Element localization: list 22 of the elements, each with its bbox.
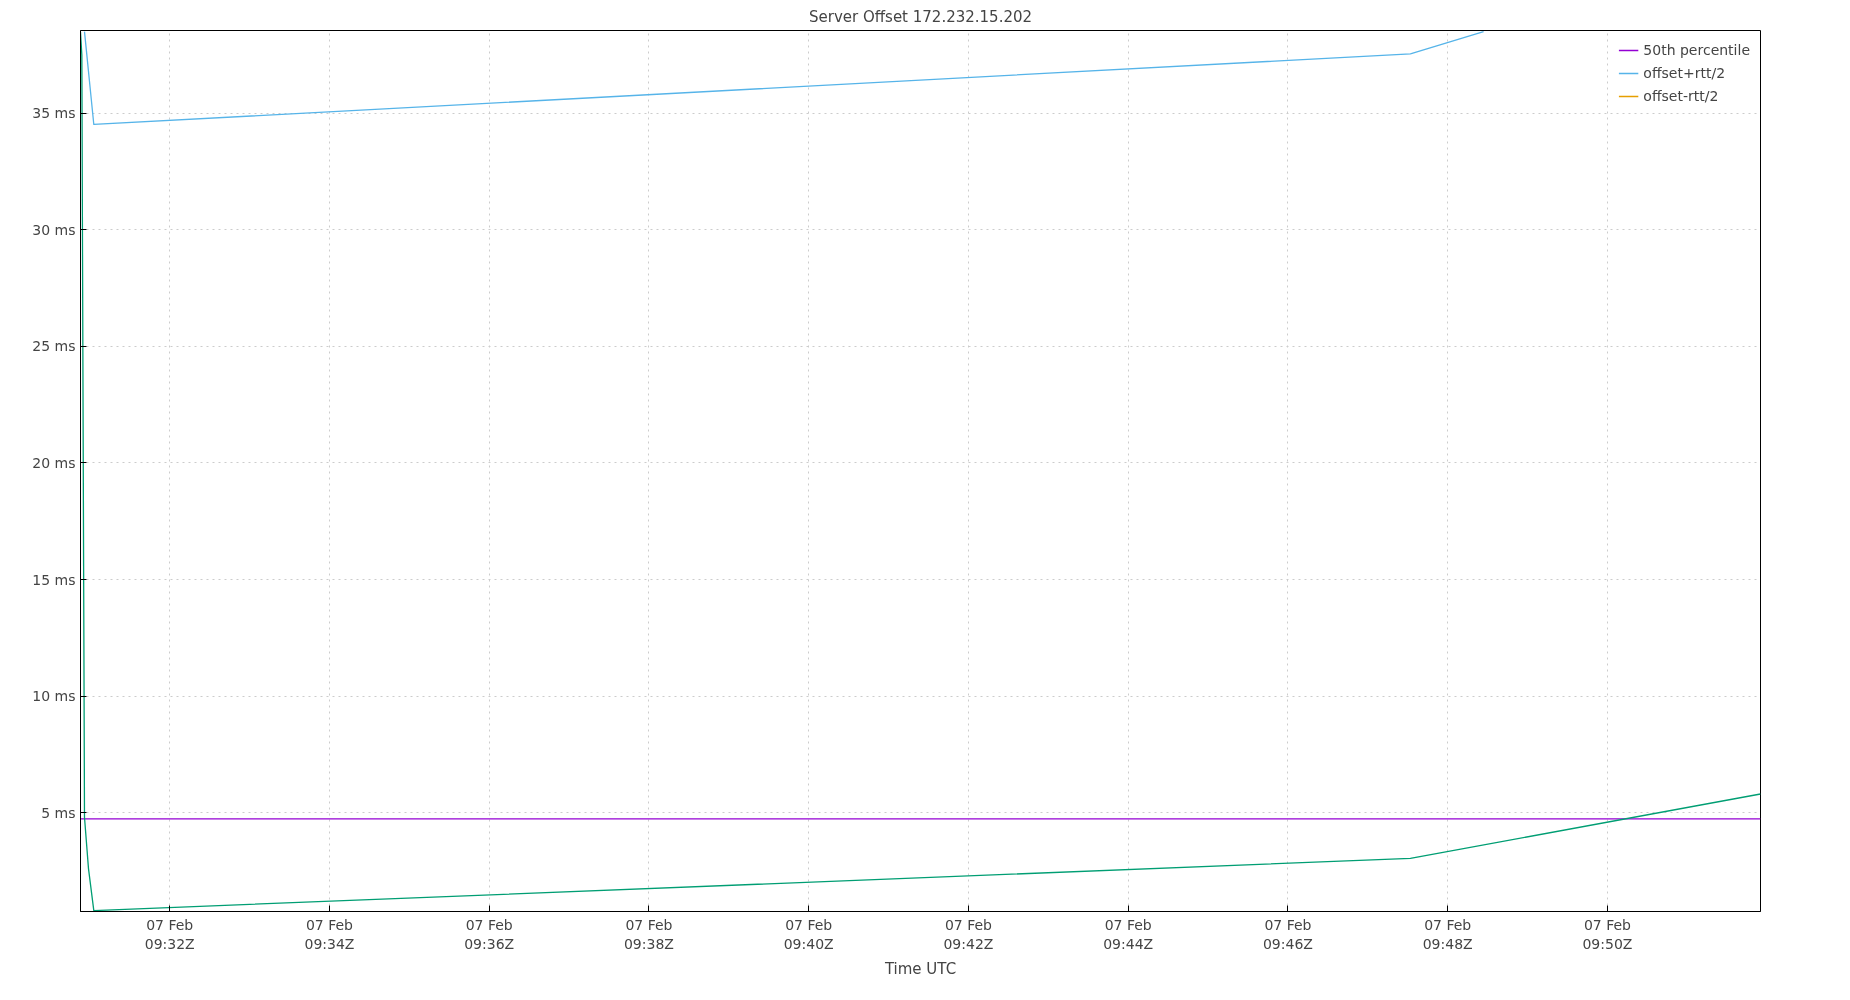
x-axis-title: Time UTC bbox=[883, 959, 957, 978]
x-tick-label: 07 Feb 09:34Z bbox=[304, 916, 355, 952]
x-tick-label: 07 Feb 09:42Z bbox=[943, 916, 994, 952]
chart-title: Server Offset 172.232.15.202 bbox=[808, 7, 1033, 26]
x-tick-label: 07 Feb 09:36Z bbox=[464, 916, 515, 952]
y-tick-label: 30 ms bbox=[32, 221, 76, 238]
y-tick-label: 25 ms bbox=[32, 338, 76, 355]
y-tick-label: 5 ms bbox=[41, 804, 76, 821]
x-tick-label: 07 Feb 09:38Z bbox=[623, 916, 674, 952]
x-tick-label: 07 Feb 09:32Z bbox=[144, 916, 195, 952]
y-tick-label: 20 ms bbox=[32, 454, 76, 471]
y-tick-label: 15 ms bbox=[32, 571, 76, 588]
legend-label: 50th percentile bbox=[1643, 42, 1750, 58]
y-tick-label: 35 ms bbox=[32, 105, 76, 122]
x-tick-label: 07 Feb 09:40Z bbox=[783, 916, 834, 952]
legend-label: offset+rtt/2 bbox=[1643, 65, 1726, 81]
y-tick-label: 10 ms bbox=[32, 688, 76, 705]
x-tick-label: 07 Feb 09:50Z bbox=[1582, 916, 1633, 952]
x-tick-label: 07 Feb 09:44Z bbox=[1103, 916, 1154, 952]
legend-label: offset-rtt/2 bbox=[1643, 88, 1719, 104]
x-tick-label: 07 Feb 09:48Z bbox=[1422, 916, 1473, 952]
x-tick-label: 07 Feb 09:46Z bbox=[1262, 916, 1313, 952]
